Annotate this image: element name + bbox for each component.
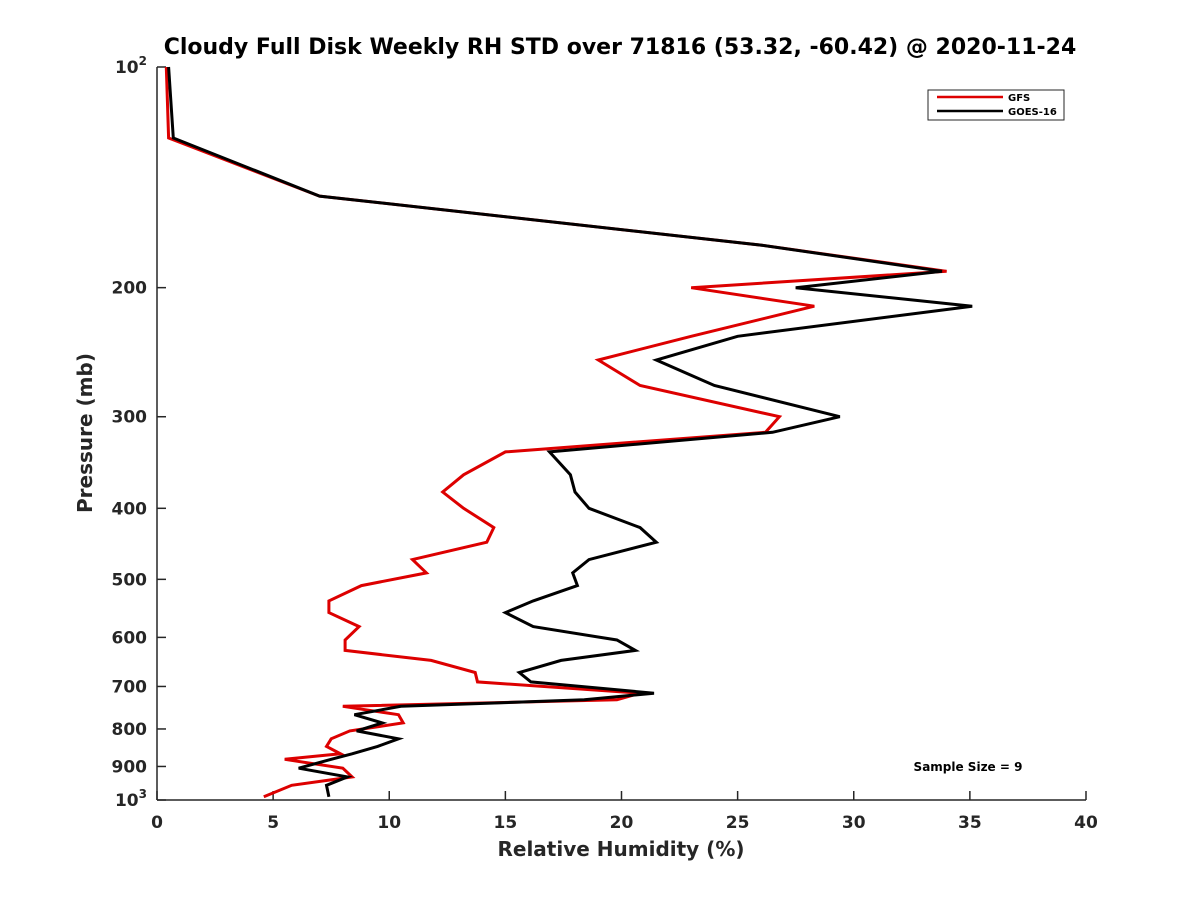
plot-area (157, 67, 1086, 800)
y-tick-label: 900 (112, 757, 148, 777)
x-axis-label: Relative Humidity (%) (497, 837, 744, 861)
plot-background (157, 67, 1086, 800)
y-tick-label: 102 (115, 54, 147, 78)
x-tick-label: 30 (842, 813, 866, 833)
y-tick-label: 400 (112, 499, 148, 519)
y-axis-label: Pressure (mb) (73, 353, 97, 513)
y-tick-label: 700 (112, 677, 148, 697)
y-tick-exponent: 2 (139, 54, 147, 68)
x-tick-label: 10 (377, 813, 401, 833)
y-tick-label: 800 (112, 720, 148, 740)
x-tick-label: 25 (726, 813, 750, 833)
y-tick-base: 10 (115, 791, 139, 811)
x-axis: 0 5 10 15 20 25 30 35 40 (151, 791, 1098, 833)
x-tick-label: 5 (267, 813, 279, 833)
y-tick-label: 600 (112, 628, 148, 648)
x-tick-label: 40 (1074, 813, 1098, 833)
y-tick-label: 300 (112, 408, 148, 428)
y-tick-label: 500 (112, 570, 148, 590)
legend-label-gfs: GFS (1008, 93, 1030, 104)
series-line-gfs (164, 66, 947, 799)
y-tick-base: 10 (115, 58, 139, 78)
x-tick-label: 35 (958, 813, 982, 833)
series-line-goes16 (167, 66, 973, 798)
chart-title: Cloudy Full Disk Weekly RH STD over 7181… (164, 35, 1077, 60)
legend-box (927, 89, 1065, 121)
legend-label-goes16: GOES-16 (1008, 107, 1057, 118)
series-layer (164, 66, 973, 799)
x-tick-label: 20 (610, 813, 634, 833)
legend: GFS GOES-16 (927, 89, 1065, 121)
x-tick-label: 15 (494, 813, 518, 833)
y-tick-label: 200 (112, 279, 148, 299)
sample-size-annotation: Sample Size = 9 (914, 760, 1023, 774)
y-tick-label: 103 (115, 787, 147, 811)
y-tick-exponent: 3 (139, 787, 147, 801)
x-tick-label: 0 (151, 813, 163, 833)
